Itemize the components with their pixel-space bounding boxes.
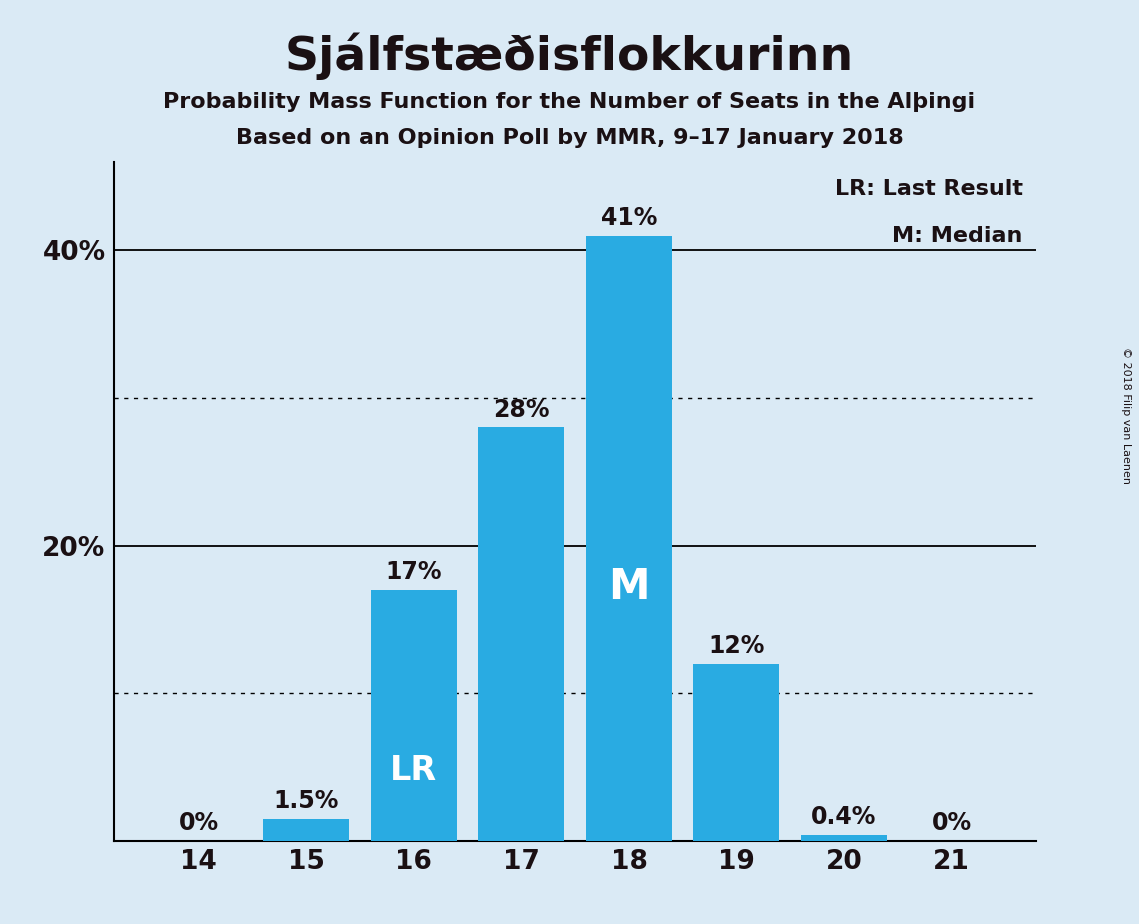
Bar [801,835,887,841]
Text: LR: LR [391,754,437,787]
Text: M: Median: M: Median [892,226,1023,246]
Text: © 2018 Filip van Laenen: © 2018 Filip van Laenen [1121,347,1131,484]
Bar [371,590,457,841]
Text: 12%: 12% [708,634,764,658]
Text: 17%: 17% [386,560,442,584]
Text: 0%: 0% [932,811,972,835]
Text: 0%: 0% [179,811,219,835]
Bar [478,428,565,841]
Text: Sjálfstæðisflokkurinn: Sjálfstæðisflokkurinn [285,32,854,79]
Text: 28%: 28% [493,397,550,421]
Text: M: M [608,565,649,608]
Text: 41%: 41% [600,206,657,230]
Text: 1.5%: 1.5% [273,789,339,813]
Text: LR: Last Result: LR: Last Result [835,178,1023,199]
Bar [694,663,779,841]
Bar [585,236,672,841]
Text: Based on an Opinion Poll by MMR, 9–17 January 2018: Based on an Opinion Poll by MMR, 9–17 Ja… [236,128,903,148]
Text: 0.4%: 0.4% [811,805,877,829]
Text: Probability Mass Function for the Number of Seats in the Alþingi: Probability Mass Function for the Number… [163,92,976,113]
Bar [263,819,350,841]
